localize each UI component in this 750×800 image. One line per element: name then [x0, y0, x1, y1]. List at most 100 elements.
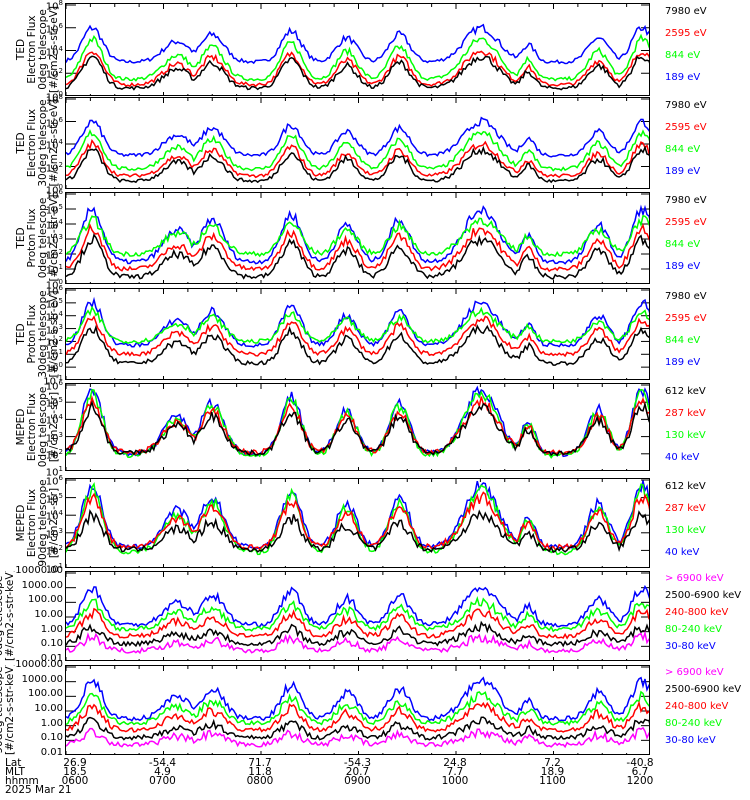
y-tick-text: 10000.00: [15, 659, 63, 670]
y-tick-label: 101: [46, 561, 63, 575]
legend-entry: 130 keV: [665, 525, 706, 536]
chart-panel-2: TED Electron Flux 30deg telescope [#/cm2…: [0, 93, 750, 196]
series-line-130-kev: [66, 388, 649, 459]
y-tick-text: 0.10: [40, 638, 63, 650]
legend-entry: 189 eV: [665, 357, 701, 368]
legend-entry: 7980 eV: [665, 291, 707, 302]
series-line-7980-ev: [66, 324, 649, 366]
y-tick-exponent: 3: [58, 233, 63, 241]
x-label-lat: -54.3: [343, 757, 372, 769]
legend-entry: 844 eV: [665, 239, 701, 250]
y-tick-label: 100: [46, 182, 63, 196]
plot-area: [65, 288, 650, 380]
plot-area: [65, 665, 650, 755]
y-tick-text: 1.00: [40, 717, 63, 729]
plot-area: [65, 383, 650, 471]
y-tick-exponent: -1: [56, 374, 63, 382]
plot-svg: [66, 666, 649, 754]
series-line-2500-6900-kev: [66, 716, 649, 741]
y-tick-label: 106: [46, 115, 63, 129]
y-tick-exponent: 3: [58, 322, 63, 331]
y-tick-label: 103: [46, 430, 63, 444]
y-tick-exponent: 5: [58, 296, 63, 305]
y-tick-label: 104: [46, 412, 63, 426]
y-tick-text: 0.01: [40, 653, 63, 664]
series-line-844-ev: [66, 305, 649, 345]
y-tick-exponent: 6: [58, 115, 63, 124]
legend-entry: 2595 eV: [665, 217, 707, 228]
y-tick-label: 104: [46, 508, 63, 522]
legend-entry: 2595 eV: [665, 28, 707, 39]
y-tick-exponent: 6: [58, 379, 63, 387]
series-line-189-ev: [66, 204, 649, 265]
y-tick-label: 101: [46, 262, 63, 276]
legend-entry: 844 eV: [665, 144, 701, 155]
legend-entry: 844 eV: [665, 335, 701, 346]
y-tick-text: 0.10: [40, 732, 63, 744]
x-label-lat: -54.4: [148, 757, 177, 769]
y-tick-exponent: 1: [58, 465, 63, 473]
y-tick-label: 10.00: [34, 704, 63, 714]
series-line-7980-ev: [66, 233, 649, 280]
x-row-label-hhmm: hhmm: [5, 775, 39, 787]
series-line-7980-ev: [66, 145, 649, 184]
y-tick-label: 10000.00: [15, 660, 63, 670]
x-label-hhmm: 0800: [246, 775, 274, 787]
y-tick-label: 100: [46, 277, 63, 291]
x-label-mlt: 7.7: [446, 766, 464, 778]
plot-svg: [66, 479, 649, 567]
plot-area: [65, 3, 650, 96]
series-line-30-80-kev: [66, 584, 649, 628]
series-line-240-800-kev: [66, 700, 649, 733]
legend-entry: 2595 eV: [665, 122, 707, 133]
y-tick-exponent: 8: [58, 0, 63, 7]
y-tick-label: 102: [46, 543, 63, 557]
y-tick-exponent: 6: [58, 21, 63, 30]
y-tick-text: 10.00: [34, 609, 63, 620]
y-tick-exponent: 1: [58, 348, 63, 357]
y-tick-base: 10: [45, 280, 59, 292]
y-tick-text: 10.00: [34, 703, 63, 714]
y-tick-base: 10: [45, 1, 59, 13]
plot-svg: [66, 384, 649, 470]
y-tick-exponent: 4: [58, 218, 63, 226]
x-row-label-lat: Lat: [5, 757, 22, 769]
chart-panel-6: MEPED Electron Flux 90deg telescope [#/c…: [0, 474, 750, 575]
y-tick-label: 106: [46, 187, 63, 201]
y-tick-exponent: 5: [58, 396, 63, 405]
y-tick-base: 10: [45, 235, 59, 247]
y-tick-label: 100: [46, 360, 63, 374]
y-tick-exponent: 2: [58, 335, 63, 344]
legend-entry: 40 keV: [665, 547, 700, 558]
plot-svg: [66, 98, 649, 188]
y-tick-base: 10: [45, 220, 59, 232]
date-label: 2025 Mar 21: [5, 784, 72, 796]
plot-svg: [66, 572, 649, 660]
x-axis-labels: Lat MLT hhmm 2025 Mar 21 26.9 18.5 0600 -54…: [0, 757, 750, 799]
plot-area: [65, 571, 650, 661]
y-tick-exponent: 3: [58, 526, 63, 535]
y-tick-base: 10: [45, 564, 59, 576]
y-tick-exponent: 0: [58, 361, 63, 370]
y-tick-text: 0.01: [40, 747, 63, 758]
series-line--6900-kev: [66, 630, 649, 655]
y-tick-label: 104: [46, 217, 63, 231]
y-tick-text: 1000.00: [21, 579, 63, 591]
y-tick-base: 10: [45, 92, 59, 104]
series-line-7980-ev: [66, 55, 649, 91]
y-tick-base: 10: [45, 117, 59, 129]
x-label-hhmm: 0900: [344, 775, 371, 787]
y-tick-base: 10: [45, 69, 59, 81]
y-tick-label: 102: [46, 160, 63, 174]
plot-area: [65, 192, 650, 284]
y-tick-label: 106: [46, 283, 63, 297]
y-tick-base: 10: [45, 381, 59, 393]
series-line-80-240-kev: [66, 595, 649, 633]
y-tick-label: 1.00: [41, 624, 63, 635]
legend-entry: 240-800 keV: [665, 701, 729, 712]
y-tick-label: 0.10: [41, 639, 63, 649]
series-line-2595-ev: [66, 315, 649, 358]
y-tick-base: 10: [45, 467, 59, 479]
y-tick-label: 102: [46, 66, 63, 80]
legend-entry: > 6900 keV: [665, 573, 724, 584]
